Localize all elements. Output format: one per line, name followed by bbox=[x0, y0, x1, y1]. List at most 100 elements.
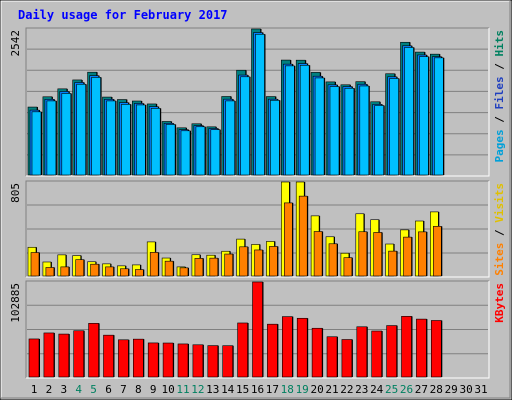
x-tick-label-day-1: 1 bbox=[31, 383, 38, 396]
x-tick-label-day-22: 22 bbox=[340, 383, 353, 396]
bar-pages-day-7 bbox=[121, 104, 131, 176]
bar-pages-day-6 bbox=[106, 100, 116, 176]
x-tick-label-day-7: 7 bbox=[120, 383, 127, 396]
x-tick-label-day-4: 4 bbox=[75, 383, 82, 396]
bar-kbytes-day-17 bbox=[267, 323, 278, 378]
legend-entry: / bbox=[493, 57, 506, 77]
x-tick-label-day-6: 6 bbox=[105, 383, 112, 396]
bar-sites-day-14 bbox=[224, 253, 233, 277]
bar-sites-day-6 bbox=[105, 266, 114, 277]
panel-border-highlight bbox=[26, 28, 490, 177]
bar-kbytes-day-10 bbox=[162, 342, 174, 378]
side-legend: Pages / Files / Hits bbox=[493, 30, 506, 163]
x-tick-label-day-17: 17 bbox=[266, 383, 279, 396]
bar-kbytes-day-2 bbox=[43, 332, 55, 378]
x-tick-label-day-16: 16 bbox=[251, 383, 264, 396]
legend-entry: Files bbox=[493, 76, 506, 109]
x-tick-label-day-28: 28 bbox=[430, 383, 443, 396]
bar-pages-day-9 bbox=[150, 108, 161, 176]
bar-sites-day-19 bbox=[298, 195, 308, 277]
bar-kbytes-day-5 bbox=[88, 323, 99, 378]
bar-sites-day-15 bbox=[239, 246, 248, 277]
bar-pages-day-23 bbox=[359, 85, 370, 176]
bar-pages-day-1 bbox=[31, 111, 42, 176]
x-tick-label-day-2: 2 bbox=[46, 383, 53, 396]
bar-sites-day-23 bbox=[358, 231, 368, 277]
y-max-label: 2542 bbox=[9, 30, 22, 57]
bar-kbytes-day-7 bbox=[118, 339, 129, 378]
bar-pages-day-27 bbox=[419, 56, 429, 176]
legend-entry: Pages bbox=[493, 129, 506, 162]
bar-sites-day-1 bbox=[30, 252, 40, 277]
bar-kbytes-day-9 bbox=[147, 342, 159, 378]
panel-border-highlight bbox=[26, 181, 490, 278]
bar-sites-day-27 bbox=[418, 231, 427, 277]
side-legend: Sites / Visits bbox=[493, 183, 506, 276]
bar-kbytes-day-19 bbox=[296, 317, 308, 378]
bar-sites-day-9 bbox=[149, 252, 159, 277]
bar-pages-day-8 bbox=[136, 104, 146, 176]
bar-pages-day-17 bbox=[270, 100, 280, 176]
bar-kbytes-day-8 bbox=[133, 338, 144, 378]
bar-sites-day-10 bbox=[164, 260, 174, 277]
panel-border-highlight bbox=[26, 281, 490, 379]
x-tick-label-day-26: 26 bbox=[400, 383, 413, 396]
bar-pages-day-14 bbox=[225, 100, 235, 176]
x-tick-label-day-11: 11 bbox=[176, 383, 189, 396]
x-tick-label-day-25: 25 bbox=[385, 383, 398, 396]
bar-kbytes-day-28 bbox=[430, 320, 442, 378]
x-tick-label-day-24: 24 bbox=[370, 383, 384, 396]
bar-pages-day-16 bbox=[255, 33, 265, 176]
x-tick-label-day-15: 15 bbox=[236, 383, 249, 396]
panel-border-shadow bbox=[25, 180, 489, 277]
x-tick-label-day-20: 20 bbox=[310, 383, 323, 396]
bar-kbytes-day-12 bbox=[192, 344, 204, 378]
bar-kbytes-day-13 bbox=[207, 345, 219, 378]
bar-sites-day-20 bbox=[313, 231, 323, 277]
bar-pages-day-24 bbox=[374, 105, 385, 176]
panel-border-shadow bbox=[25, 280, 489, 378]
bar-pages-day-11 bbox=[180, 130, 191, 176]
bar-sites-day-12 bbox=[194, 258, 204, 277]
legend-entry: KBytes bbox=[493, 283, 506, 323]
bar-sites-day-25 bbox=[388, 250, 397, 277]
x-tick-label-day-27: 27 bbox=[415, 383, 428, 396]
bar-sites-day-2 bbox=[45, 267, 55, 277]
bar-pages-day-18 bbox=[284, 65, 295, 176]
chart-title: Daily usage for February 2017 bbox=[18, 8, 228, 22]
x-tick-label-day-30: 30 bbox=[459, 383, 472, 396]
bar-kbytes-day-11 bbox=[177, 343, 189, 378]
bar-sites-day-11 bbox=[179, 267, 189, 277]
bar-pages-day-12 bbox=[195, 126, 206, 176]
bar-kbytes-day-3 bbox=[58, 333, 70, 378]
x-tick-label-day-21: 21 bbox=[325, 383, 338, 396]
legend-entry: Hits bbox=[493, 30, 506, 57]
chart-panel-2: 805 Sites / Visits bbox=[9, 180, 506, 278]
bar-pages-day-20 bbox=[314, 77, 325, 176]
bar-sites-day-13 bbox=[209, 257, 219, 277]
bar-kbytes-day-18 bbox=[281, 316, 293, 378]
x-tick-label-day-18: 18 bbox=[281, 383, 294, 396]
bar-pages-day-3 bbox=[61, 93, 72, 176]
side-legend: KBytes bbox=[493, 283, 506, 323]
bar-pages-day-5 bbox=[91, 77, 101, 176]
y-max-label: 805 bbox=[9, 183, 22, 203]
bar-kbytes-day-20 bbox=[311, 327, 323, 378]
bar-sites-day-4 bbox=[75, 259, 84, 277]
bar-sites-day-18 bbox=[283, 202, 293, 277]
bar-pages-day-26 bbox=[404, 47, 414, 176]
bar-kbytes-day-27 bbox=[416, 318, 427, 378]
bar-pages-day-28 bbox=[433, 57, 444, 176]
bar-sites-day-21 bbox=[328, 243, 338, 277]
chart-panel-1: 2542 Pages / Files / Hits bbox=[9, 27, 506, 177]
bar-pages-day-2 bbox=[46, 100, 57, 176]
bar-sites-day-8 bbox=[135, 269, 144, 277]
bar-pages-day-25 bbox=[389, 78, 399, 176]
bar-sites-day-5 bbox=[90, 263, 99, 277]
bar-pages-day-4 bbox=[76, 83, 86, 176]
bar-kbytes-day-21 bbox=[326, 336, 338, 378]
x-tick-label-day-23: 23 bbox=[355, 383, 368, 396]
bar-pages-day-22 bbox=[344, 87, 355, 176]
